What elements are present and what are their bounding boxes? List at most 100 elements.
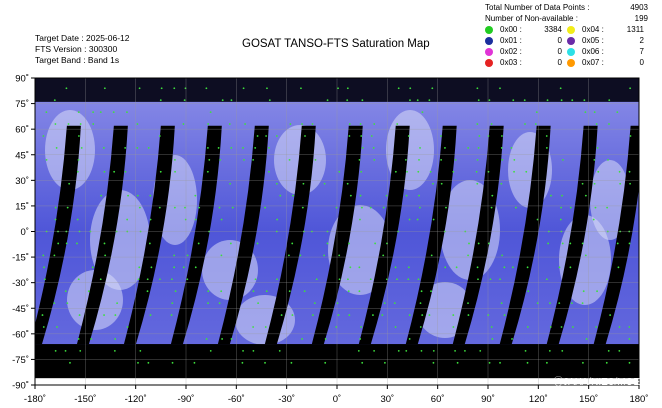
lon-tick-label: -30˚	[278, 394, 295, 405]
observation-point	[550, 194, 552, 197]
lon-tick-label: 90˚	[481, 394, 495, 405]
observation-point	[511, 266, 514, 269]
observation-point	[396, 123, 399, 125]
observation-point	[335, 326, 338, 328]
observation-point	[431, 87, 434, 90]
observation-point	[314, 158, 317, 161]
observation-point	[421, 314, 424, 316]
flag-entry: 0x03 : 0	[485, 58, 566, 69]
lat-tick-label: -75˚	[12, 355, 29, 366]
observation-point	[76, 218, 79, 221]
flag-code: 0x01 :	[500, 36, 522, 45]
observation-point	[430, 290, 432, 293]
observation-point	[113, 349, 116, 352]
observation-point	[268, 170, 270, 173]
observation-point	[432, 361, 435, 364]
observation-point	[90, 338, 93, 340]
observation-point	[394, 326, 397, 328]
observation-point	[265, 135, 268, 137]
observation-point	[326, 99, 329, 102]
observation-point	[513, 170, 515, 173]
observation-point	[114, 338, 117, 340]
observation-point	[476, 123, 479, 125]
observation-point	[124, 147, 127, 149]
observation-point	[76, 242, 78, 245]
observation-point	[524, 349, 527, 352]
lat-tick-label: 45˚	[15, 150, 29, 161]
observation-point	[55, 147, 58, 149]
observation-point	[254, 147, 257, 149]
observation-point	[559, 87, 562, 90]
observation-point	[275, 182, 278, 185]
observation-point	[124, 170, 127, 173]
observation-point	[477, 99, 480, 102]
observation-point	[417, 278, 420, 281]
observation-point	[301, 338, 303, 340]
observation-point	[67, 123, 70, 125]
observation-point	[244, 123, 246, 125]
observation-point	[584, 111, 587, 114]
observation-point	[477, 278, 479, 281]
observation-point	[65, 87, 68, 90]
flag-code: 0x04 :	[582, 25, 604, 34]
observation-point	[373, 123, 376, 125]
observation-point	[491, 338, 494, 340]
observation-point	[346, 99, 349, 102]
lon-tick-label: 30˚	[380, 394, 394, 405]
observation-point	[136, 147, 139, 149]
observation-point	[454, 158, 457, 161]
observation-point	[559, 218, 562, 221]
observation-point	[409, 99, 411, 102]
observation-point	[68, 182, 71, 185]
observation-point	[150, 266, 153, 269]
observation-point	[628, 242, 631, 245]
observation-point	[77, 158, 80, 161]
observation-point	[440, 158, 443, 161]
observation-point	[266, 87, 268, 90]
observation-point	[127, 194, 129, 197]
observation-point	[64, 349, 67, 352]
observation-point	[373, 349, 376, 352]
lat-tick-label: 60˚	[15, 125, 29, 136]
observation-point	[104, 254, 107, 257]
observation-point	[545, 135, 548, 137]
observation-point	[64, 290, 67, 293]
lat-tick-label: 75˚	[15, 99, 29, 110]
observation-point	[361, 147, 364, 149]
observation-point	[618, 170, 621, 173]
observation-point	[416, 218, 419, 221]
observation-point	[173, 206, 176, 209]
flag-color-dot	[485, 48, 493, 56]
observation-point	[569, 242, 572, 245]
observation-point	[301, 123, 303, 125]
observation-point	[452, 326, 455, 328]
observation-point	[218, 302, 221, 305]
observation-point	[346, 182, 349, 185]
observation-point	[421, 111, 424, 114]
observation-point	[174, 158, 176, 161]
observation-point	[207, 147, 209, 149]
observation-point	[313, 302, 316, 305]
flag-legend: 0x00 : 3384 0x04 : 1311 0x01 : 0 0x05 : 2 0x02 :…	[485, 25, 648, 69]
observation-point	[69, 361, 71, 364]
observation-point	[418, 158, 420, 161]
observation-point	[581, 302, 584, 305]
observation-point	[209, 111, 212, 114]
lon-tick-label: 60˚	[431, 394, 445, 405]
observation-point	[360, 170, 363, 173]
flag-count: 1311	[626, 25, 644, 34]
observation-point	[396, 278, 398, 281]
observation-point	[608, 123, 610, 125]
observation-point	[570, 302, 573, 305]
observation-point	[527, 290, 530, 293]
observation-point	[383, 361, 386, 364]
observation-point	[618, 349, 621, 352]
observation-point	[264, 361, 266, 364]
flag-count: 0	[557, 58, 562, 67]
observation-point	[477, 242, 480, 245]
copyright-label: ⒸJAXA/NIES/MOE	[553, 377, 640, 388]
observation-point	[170, 278, 173, 281]
flag-color-dot	[485, 37, 493, 45]
observation-point	[416, 99, 419, 102]
observation-point	[407, 278, 410, 281]
